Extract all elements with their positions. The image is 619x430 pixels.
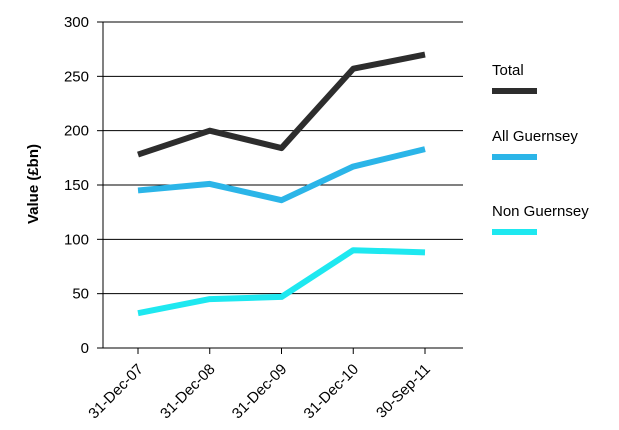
legend: Total All Guernsey Non Guernsey <box>492 62 589 235</box>
series-line-all-guernsey <box>137 146 426 204</box>
y-tick-label: 50 <box>72 286 89 303</box>
x-tick-label: 30-Sep-11 <box>373 361 434 422</box>
gridlines <box>102 21 463 349</box>
x-tick-label: 31-Dec-08 <box>157 361 219 423</box>
legend-label-total: Total <box>492 62 524 79</box>
series-line-total <box>137 51 426 158</box>
x-tick-label: 31-Dec-10 <box>301 361 363 423</box>
x-tick-label: 31-Dec-09 <box>229 361 291 423</box>
series-lines <box>137 51 426 317</box>
legend-label-non-guernsey: Non Guernsey <box>492 203 589 220</box>
y-axis-label: Value (£bn) <box>25 144 42 224</box>
y-tick-label: 250 <box>64 68 89 85</box>
legend-label-all-guernsey: All Guernsey <box>492 128 578 145</box>
y-tick-label: 100 <box>64 231 89 248</box>
x-tick-label: 31-Dec-07 <box>85 361 147 423</box>
y-tick-label: 150 <box>64 177 89 194</box>
y-axis-ticks: 0 50 100 150 200 250 300 <box>64 14 103 357</box>
series-line-non-guernsey <box>137 247 426 317</box>
y-tick-label: 200 <box>64 123 89 140</box>
y-tick-label: 0 <box>81 340 89 357</box>
y-tick-label: 300 <box>64 14 89 31</box>
x-axis-ticks: 31-Dec-07 31-Dec-08 31-Dec-09 31-Dec-10 30-S… <box>85 348 434 422</box>
